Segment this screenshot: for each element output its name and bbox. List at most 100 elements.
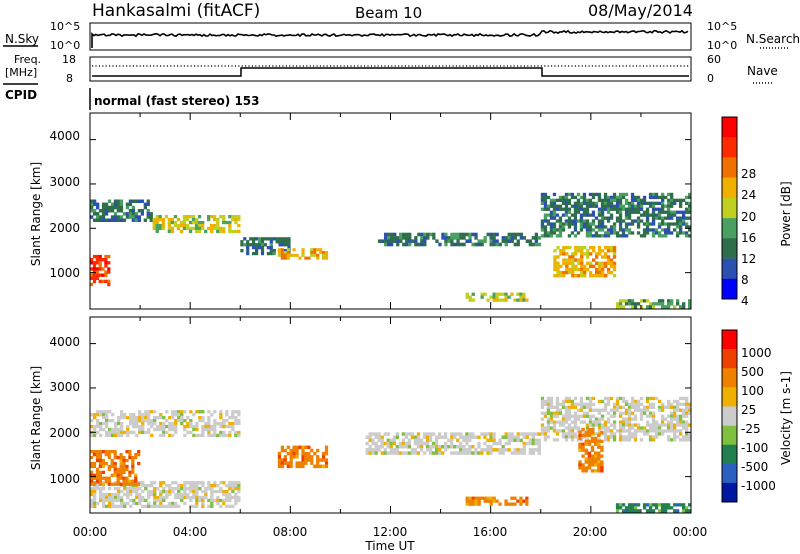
velocity-cell — [579, 414, 584, 418]
power-cell — [642, 234, 647, 238]
velocity-cell — [585, 426, 590, 430]
power-cell — [98, 267, 102, 271]
power-cell — [562, 270, 566, 275]
velocity-cell — [615, 396, 620, 401]
power-cell — [213, 215, 217, 219]
velocity-cell — [126, 492, 130, 497]
velocity-cell — [661, 408, 665, 412]
power-cell — [277, 251, 281, 255]
velocity-cell — [380, 451, 384, 455]
velocity-cell — [204, 421, 208, 426]
power-cell — [591, 210, 596, 214]
velocity-cell — [234, 487, 238, 491]
power-cell — [606, 228, 611, 232]
velocity-cell — [231, 410, 235, 414]
power-cell — [624, 228, 629, 232]
power-cell — [627, 222, 632, 226]
power-cell — [243, 237, 247, 241]
velocity-cell — [579, 405, 584, 409]
power-cell — [540, 192, 545, 197]
power-cell — [507, 295, 511, 299]
velocity-cell — [546, 420, 551, 424]
velocity-cell — [584, 433, 588, 438]
power-cell — [606, 207, 611, 211]
power-cell — [540, 222, 545, 226]
velocity-cell — [114, 492, 118, 497]
velocity-cell — [96, 419, 100, 423]
velocity-cell — [450, 445, 454, 449]
velocity-cell — [120, 501, 124, 506]
power-cell — [507, 232, 511, 237]
velocity-cell — [590, 436, 595, 440]
velocity-cell — [186, 424, 190, 429]
velocity-cell — [648, 405, 653, 409]
power-cell — [589, 261, 593, 265]
power-cell — [266, 246, 270, 250]
power-cell — [185, 215, 190, 219]
power-cell — [255, 246, 259, 250]
velocity-cell — [123, 487, 127, 491]
power-cell — [558, 207, 563, 211]
velocity-cell — [168, 487, 172, 491]
velocity-cell — [174, 413, 178, 417]
power-cell — [260, 240, 265, 244]
velocity-cell — [219, 487, 223, 491]
power-cell — [559, 274, 563, 278]
power-cell — [381, 239, 385, 243]
velocity-cell — [138, 424, 142, 429]
velocity-cell — [105, 419, 109, 423]
velocity-cell — [558, 402, 563, 406]
velocity-cell — [137, 453, 141, 457]
velocity-cell — [661, 402, 665, 406]
velocity-cell — [162, 504, 166, 508]
velocity-ylabel: Slant Range [km] — [29, 366, 43, 470]
velocity-cell — [630, 396, 635, 401]
velocity-cell — [371, 432, 375, 436]
velocity-cell — [180, 419, 184, 423]
velocity-cell — [546, 429, 551, 433]
velocity-cell — [450, 432, 454, 436]
velocity-cell — [468, 445, 472, 449]
power-cell — [552, 201, 557, 205]
power-cell — [552, 225, 557, 229]
velocity-cell — [231, 495, 235, 500]
velocity-cell — [555, 438, 560, 442]
power-cell — [579, 201, 584, 205]
power-cell — [444, 232, 448, 237]
power-cell — [604, 246, 608, 250]
power-cell — [654, 302, 659, 306]
power-cell — [651, 231, 656, 235]
power-cell — [621, 204, 626, 208]
velocity-cell — [99, 421, 103, 426]
velocity-cell — [147, 430, 151, 435]
velocity-cell — [180, 410, 184, 414]
power-cell — [574, 267, 578, 272]
velocity-cell — [283, 448, 287, 453]
velocity-cell — [96, 430, 100, 435]
velocity-cell — [398, 445, 402, 449]
power-cell — [618, 228, 623, 232]
velocity-cell — [624, 417, 629, 421]
power-cell — [231, 229, 235, 234]
power-cell — [579, 228, 584, 232]
power-cell — [465, 232, 469, 237]
velocity-cell — [395, 448, 399, 452]
velocity-cell — [552, 426, 557, 430]
velocity-cell — [465, 435, 469, 439]
vel-cbar-tick-500: 500 — [741, 365, 764, 379]
power-colorbar-swatch — [722, 117, 737, 138]
velocity-cell — [576, 417, 581, 421]
velocity-cell — [685, 408, 689, 412]
power-cell — [543, 225, 548, 229]
velocity-cell — [444, 435, 448, 439]
velocity-cell — [117, 419, 121, 423]
velocity-cell — [93, 433, 97, 438]
velocity-cell — [654, 423, 659, 427]
velocity-cell — [105, 492, 109, 497]
velocity-cell — [90, 473, 94, 477]
nsearch-label: N.Search — [746, 32, 800, 46]
velocity-cell — [222, 419, 226, 423]
velocity-cell — [225, 419, 229, 423]
velocity-cell — [552, 438, 557, 442]
velocity-cell — [630, 423, 635, 427]
